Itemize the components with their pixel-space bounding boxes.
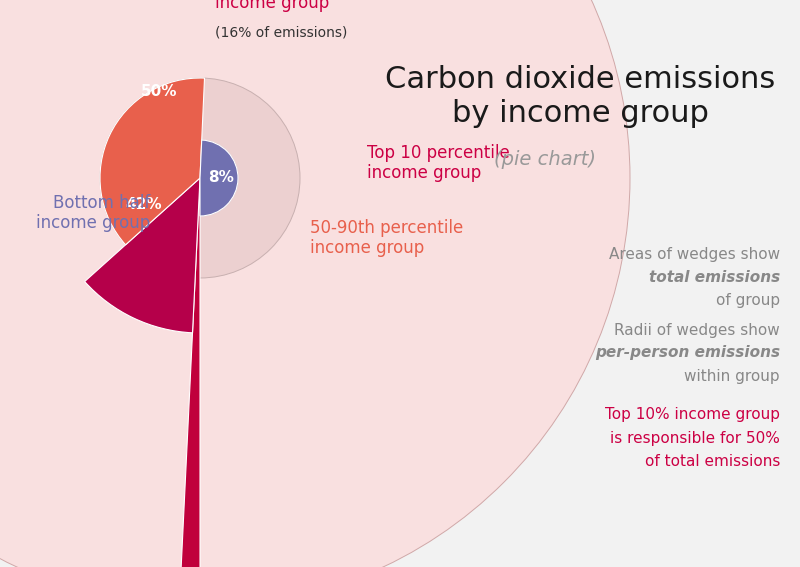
Text: Areas of wedges show: Areas of wedges show xyxy=(609,248,780,263)
Text: per-person emissions: per-person emissions xyxy=(595,345,780,361)
Circle shape xyxy=(0,0,630,567)
Text: Radii of wedges show: Radii of wedges show xyxy=(614,323,780,337)
Text: 42%: 42% xyxy=(126,197,162,212)
Circle shape xyxy=(162,140,238,216)
Text: total emissions: total emissions xyxy=(649,270,780,286)
Text: is responsible for 50%: is responsible for 50% xyxy=(610,430,780,446)
Wedge shape xyxy=(85,178,200,333)
Text: 50%: 50% xyxy=(141,84,177,99)
Text: 50-90th percentile
income group: 50-90th percentile income group xyxy=(310,219,463,257)
Text: Top 10 percentile
income group: Top 10 percentile income group xyxy=(367,143,510,183)
Wedge shape xyxy=(200,140,238,216)
Text: 8%: 8% xyxy=(208,170,234,185)
Text: Carbon dioxide emissions
by income group: Carbon dioxide emissions by income group xyxy=(385,65,775,128)
Text: of total emissions: of total emissions xyxy=(645,454,780,468)
Wedge shape xyxy=(179,178,200,567)
Text: (pie chart): (pie chart) xyxy=(494,150,596,169)
Text: Top 1 percentile
income group: Top 1 percentile income group xyxy=(215,0,347,12)
Text: Bottom half
income group: Bottom half income group xyxy=(36,193,150,232)
Text: within group: within group xyxy=(684,369,780,383)
Circle shape xyxy=(100,78,300,278)
Text: of group: of group xyxy=(716,294,780,308)
Text: (16% of emissions): (16% of emissions) xyxy=(215,26,347,40)
Wedge shape xyxy=(100,78,205,245)
Text: Top 10% income group: Top 10% income group xyxy=(605,408,780,422)
